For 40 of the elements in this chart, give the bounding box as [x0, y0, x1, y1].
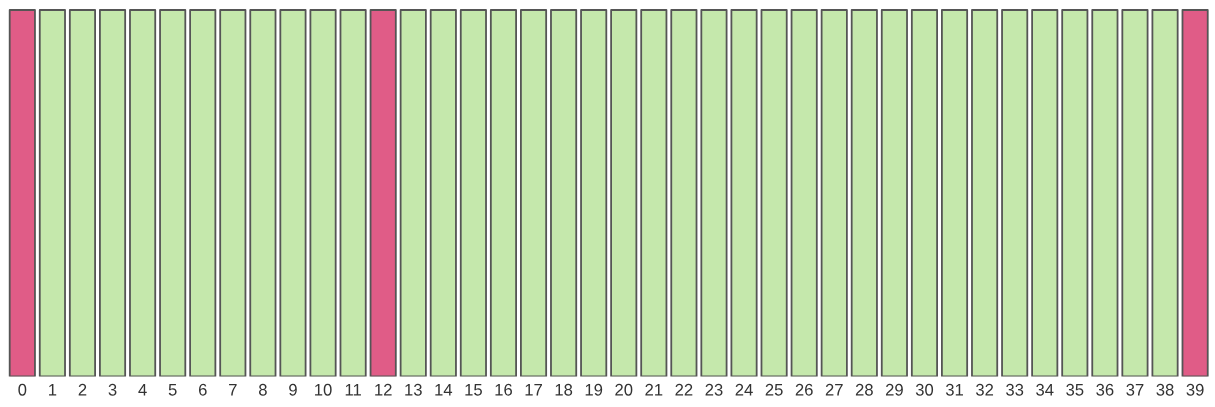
x-tick-label: 13 [405, 383, 422, 396]
x-tick-label: 39 [1186, 383, 1204, 396]
x-tick-label: 26 [795, 383, 813, 396]
x-tick-label: 14 [435, 384, 453, 396]
x-tick-label: 38 [1156, 383, 1174, 396]
x-tick-label: 6 [198, 383, 207, 396]
x-tick-label: 7 [229, 384, 237, 396]
x-tick-label: 25 [765, 383, 783, 396]
x-tick-label: 32 [975, 383, 994, 396]
x-tick-label: 3 [108, 383, 117, 396]
x-tick-label: 9 [289, 383, 297, 396]
x-tick-label: 35 [1066, 383, 1084, 396]
x-tick-label: 11 [345, 384, 361, 396]
x-tick-label: 16 [495, 383, 512, 396]
x-tick-label: 12 [375, 383, 392, 396]
x-tick-label: 22 [675, 383, 693, 396]
x-tick-label: 24 [735, 383, 753, 396]
x-tick-label: 36 [1096, 383, 1114, 396]
x-tick-label: 31 [945, 383, 963, 396]
x-tick-label: 20 [615, 383, 633, 396]
x-tick-label: 33 [1006, 383, 1024, 396]
x-tick-label: 8 [258, 383, 267, 396]
x-tick-label: 28 [855, 383, 873, 396]
x-tick-label: 29 [885, 383, 903, 396]
x-tick-label: 21 [645, 383, 663, 396]
x-tick-label: 37 [1126, 383, 1144, 396]
x-tick-label: 27 [825, 383, 843, 396]
x-tick-label: 34 [1036, 383, 1054, 396]
x-tick-label: 1 [49, 384, 57, 396]
x-tick-label: 23 [705, 383, 723, 396]
x-tick-label: 2 [78, 383, 87, 396]
x-tick-label: 10 [315, 383, 332, 396]
x-tick-label: 4 [138, 384, 147, 396]
x-tick-label: 18 [555, 383, 573, 396]
x-tick-label: 5 [168, 384, 177, 396]
x-tick-label: 30 [915, 383, 934, 396]
x-tick-label: 15 [465, 384, 482, 396]
x-tick-label: 19 [585, 383, 603, 396]
x-tick-label: 0 [18, 383, 27, 396]
x-tick-label: 17 [525, 384, 542, 396]
